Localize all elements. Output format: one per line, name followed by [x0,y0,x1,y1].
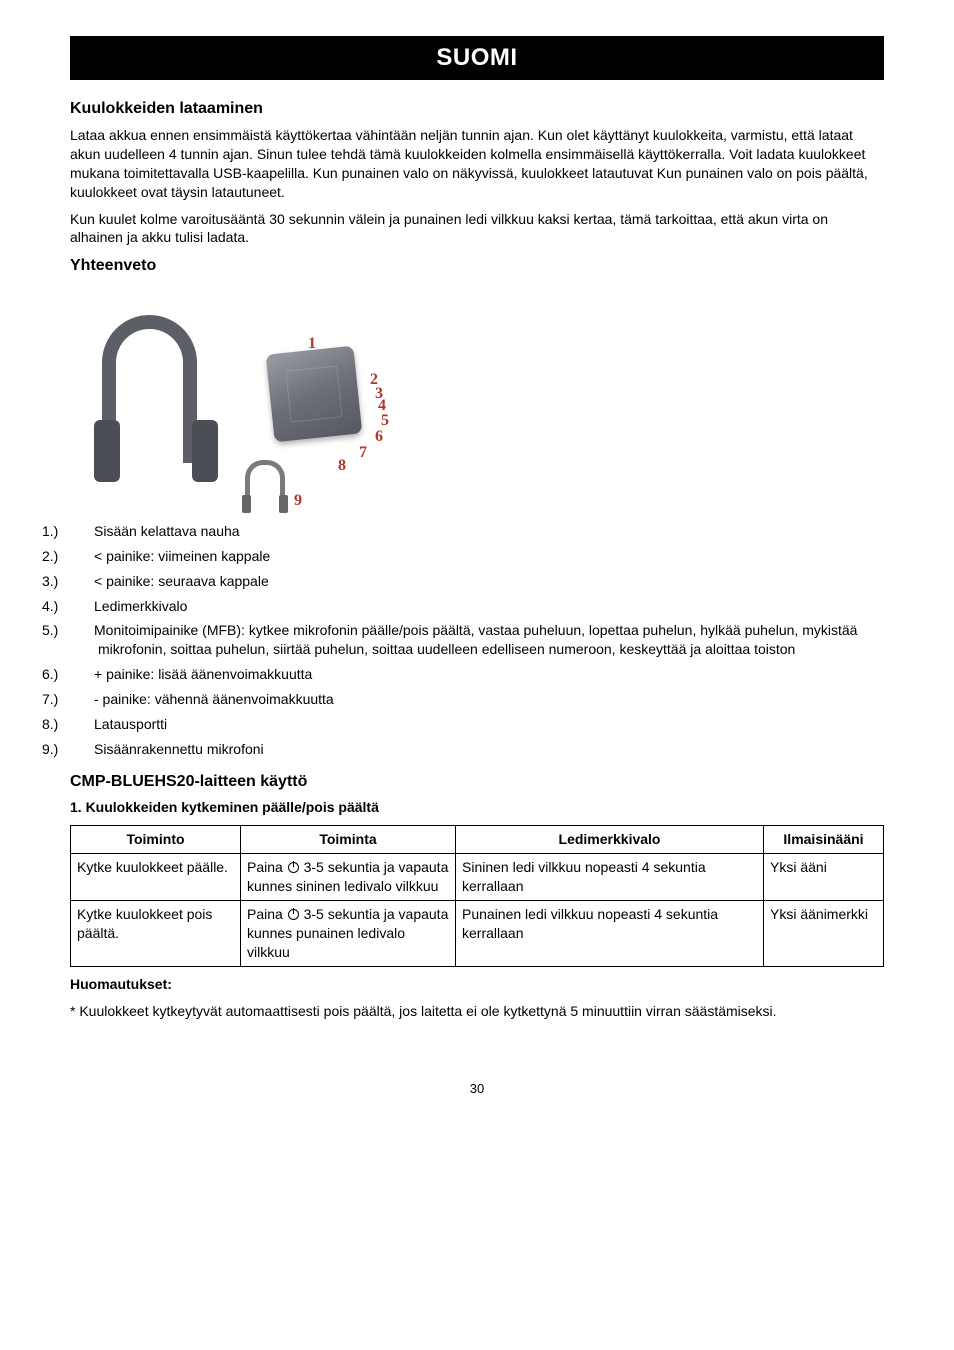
list-item: 9.)Sisäänrakennettu mikrofoni [70,740,884,759]
mini-ear-left [242,495,251,513]
subhead-power: 1. Kuulokkeiden kytkeminen päälle/pois p… [70,798,884,817]
list-item: 5.)Monitoimipainike (MFB): kytkee mikrof… [70,621,884,659]
overview-list: 1.)Sisään kelattava nauha 2.)< painike: … [70,522,884,759]
th-function: Toiminto [71,826,241,854]
cell-text-a: Paina [247,906,287,922]
paragraph-charging-1: Lataa akkua ennen ensimmäistä käyttökert… [70,126,884,202]
list-num: 9.) [70,740,94,759]
list-num: 2.) [70,547,94,566]
list-num: 1.) [70,522,94,541]
cell-sound: Yksi ääni [764,854,884,901]
earcup-right-shape [192,420,218,482]
earcup-left-shape [94,420,120,482]
power-table: Toiminto Toiminta Ledimerkkivalo Ilmaisi… [70,825,884,966]
list-text: < painike: seuraava kappale [94,573,269,589]
cell-function: Kytke kuulokkeet päälle. [71,854,241,901]
callout-9: 9 [294,490,302,512]
th-action: Toiminta [241,826,456,854]
list-item: 1.)Sisään kelattava nauha [70,522,884,541]
list-text: Ledimerkkivalo [94,598,187,614]
list-num: 8.) [70,715,94,734]
cell-led: Sininen ledi vilkkuu nopeasti 4 sekuntia… [456,854,764,901]
callout-1: 1 [308,333,316,355]
power-icon [288,909,299,920]
cell-sound: Yksi äänimerkki [764,900,884,966]
heading-overview: Yhteenveto [70,255,884,277]
list-num: 3.) [70,572,94,591]
list-text: < painike: viimeinen kappale [94,548,270,564]
heading-notes: Huomautukset: [70,975,884,994]
table-row: Kytke kuulokkeet pois päältä. Paina 3-5 … [71,900,884,966]
callout-7: 7 [359,442,367,464]
list-item: 3.)< painike: seuraava kappale [70,572,884,591]
mini-ear-right [279,495,288,513]
note-item: * Kuulokkeet kytkeytyvät automaattisesti… [70,1002,884,1021]
list-item: 6.)+ painike: lisää äänenvoimakkuutta [70,665,884,684]
callout-6: 6 [375,426,383,448]
list-text: Sisäänrakennettu mikrofoni [94,741,264,757]
callout-8: 8 [338,455,346,477]
table-row: Kytke kuulokkeet päälle. Paina 3-5 sekun… [71,854,884,901]
earcup-closeup-shape [266,346,363,443]
cell-action: Paina 3-5 sekuntia ja vapauta kunnes sin… [241,854,456,901]
power-icon [288,862,299,873]
cell-led: Punainen ledi vilkkuu nopeasti 4 sekunti… [456,900,764,966]
heading-usage: CMP-BLUEHS20-laitteen käyttö [70,771,884,793]
th-led: Ledimerkkivalo [456,826,764,854]
list-text: Latausportti [94,716,167,732]
list-num: 7.) [70,690,94,709]
list-text: Sisään kelattava nauha [94,523,240,539]
cell-action: Paina 3-5 sekuntia ja vapauta kunnes pun… [241,900,456,966]
cell-text-a: Paina [247,859,287,875]
list-text: + painike: lisää äänenvoimakkuutta [94,666,312,682]
list-text: Monitoimipainike (MFB): kytkee mikrofoni… [94,622,857,657]
language-banner: SUOMI [70,36,884,80]
list-num: 6.) [70,665,94,684]
th-sound: Ilmaisinääni [764,826,884,854]
cell-function: Kytke kuulokkeet pois päältä. [71,900,241,966]
list-item: 7.)- painike: vähennä äänenvoimakkuutta [70,690,884,709]
list-item: 4.)Ledimerkkivalo [70,597,884,616]
list-num: 5.) [70,621,94,640]
paragraph-charging-2: Kun kuulet kolme varoitusääntä 30 sekunn… [70,210,884,248]
table-header-row: Toiminto Toiminta Ledimerkkivalo Ilmaisi… [71,826,884,854]
list-num: 4.) [70,597,94,616]
list-item: 8.)Latausportti [70,715,884,734]
product-diagram: 1 2 3 4 5 6 7 8 9 [70,285,400,510]
page-number: 30 [70,1080,884,1098]
list-text: - painike: vähennä äänenvoimakkuutta [94,691,334,707]
list-item: 2.)< painike: viimeinen kappale [70,547,884,566]
heading-charging: Kuulokkeiden lataaminen [70,98,884,120]
